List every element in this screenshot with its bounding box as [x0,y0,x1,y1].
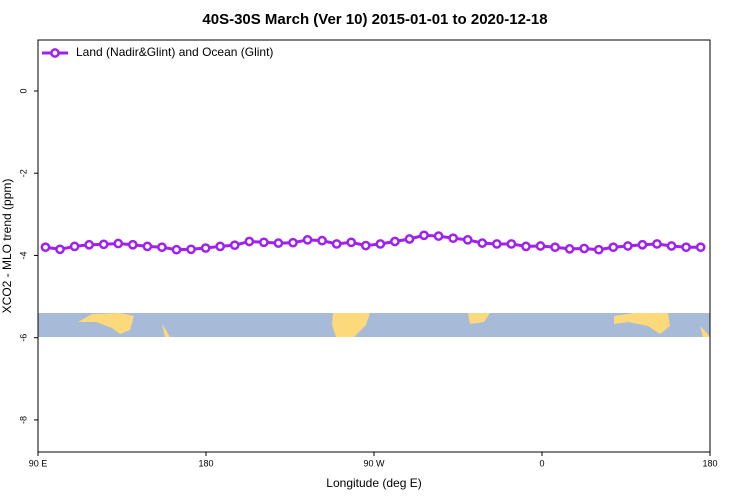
data-point [288,237,298,248]
data-point [433,231,444,241]
x-tick-label: 90 E [29,458,48,468]
data-point [535,241,546,251]
data-point [506,239,517,249]
data-point [55,244,65,255]
x-tick-label: 90 W [363,458,385,468]
data-point [652,239,662,249]
x-tick-label: 180 [198,458,213,468]
data-point [564,244,575,254]
data-point [637,239,648,250]
data-point [84,239,94,250]
data-point [419,230,429,241]
data-point [40,242,51,253]
data-point [317,235,327,246]
data-point [550,242,560,253]
y-tick-label: -8 [18,416,28,424]
legend-marker [50,48,60,58]
data-point [623,241,633,251]
data-point [375,239,386,249]
data-point [695,242,706,253]
legend-label: Land (Nadir&Glint) and Ocean (Glint) [76,45,273,59]
x-tick-label: 0 [539,458,544,468]
data-point [69,241,80,252]
x-axis-label: Longitude (deg E) [326,476,421,490]
data-point [346,237,357,248]
data-point [229,240,240,251]
data-point [98,239,109,250]
map-strip [38,313,710,337]
data-point [666,241,677,251]
data-point [200,243,211,253]
chart-title: 40S-30S March (Ver 10) 2015-01-01 to 202… [202,11,547,28]
data-point [215,241,226,252]
data-point [360,240,371,251]
data-point [157,242,167,253]
data-point [448,233,458,244]
data-point [477,238,488,248]
data-point [404,234,415,244]
data-point [127,239,138,250]
data-point [593,244,604,255]
y-tick-label: -4 [18,251,28,259]
y-axis-label: XCO2 - MLO trend (ppm) [0,179,14,314]
data-point [273,238,284,248]
data-point [608,242,619,253]
data-point [171,244,182,255]
y-tick-label: 0 [18,88,28,93]
data-point [491,239,502,249]
series-line [45,233,701,252]
y-tick-label: -2 [18,169,28,177]
data-point [462,234,473,245]
data-point [244,236,255,247]
data-point [521,241,531,252]
data-point [259,237,269,248]
data-point [331,239,342,249]
data-point [142,241,153,252]
x-tick-label: 180 [702,458,717,468]
data-point [681,242,691,253]
y-tick-label: -6 [18,334,28,342]
data-point [390,236,400,247]
data-point [302,234,313,245]
data-point [186,244,196,255]
data-point [579,243,590,254]
data-point [113,238,124,249]
